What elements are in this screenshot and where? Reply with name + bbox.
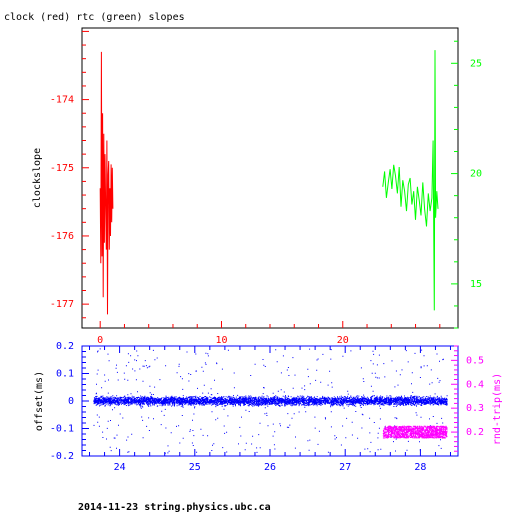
y-left-axis-label: offset(ms) (34, 371, 45, 431)
x-tick-label: 10 (215, 335, 227, 346)
x-tick-label: 24 (114, 462, 126, 473)
chart-title: clock (red) rtc (green) slopes (4, 12, 185, 23)
offset-panel: 24 25 26 27 28 -0.2 -0.1 0 0.1 0.2 offset(ms) 0.2 0.… (34, 341, 503, 473)
y-right-axis-label: rnd-trip(ms) (492, 373, 503, 445)
y-left-axis-label: clockslope (32, 148, 43, 208)
y-right-tick-label: 15 (470, 279, 482, 290)
y-left-tick-label: 0.1 (56, 369, 74, 380)
rnd-trip-points (382, 425, 448, 439)
y-right-tick-label: 0.4 (466, 379, 484, 390)
y-left-tick-label: -177 (50, 299, 74, 310)
x-tick-label: 28 (414, 462, 426, 473)
y-left-tick-label: -0.2 (50, 451, 74, 462)
y-left-tick-label: 0 (68, 396, 74, 407)
y-right-tick-label: 25 (470, 58, 482, 69)
y-left-tick-label: -176 (50, 231, 74, 242)
y-left-tick-label: -0.1 (50, 424, 74, 435)
x-tick-label: 27 (339, 462, 351, 473)
y-right-tick-label: 20 (470, 169, 482, 180)
y-right-tick-label: 0.2 (466, 427, 484, 438)
rtc-series-line (382, 50, 439, 311)
clock-series-line (99, 51, 114, 315)
slopes-panel: 0 10 20 -177 -176 -175 -174 clockslope 15 20 25 (32, 27, 482, 346)
offset-points (93, 348, 448, 454)
x-tick-label: 25 (189, 462, 201, 473)
plot-frame (81, 27, 459, 329)
x-tick-label: 0 (97, 335, 103, 346)
x-tick-label: 20 (337, 335, 349, 346)
y-left-tick-label: 0.2 (56, 341, 74, 352)
y-left-tick-label: -174 (50, 95, 74, 106)
y-right-tick-label: 0.5 (466, 355, 484, 366)
footer-label: 2014-11-23 string.physics.ubc.ca (78, 501, 271, 512)
y-right-tick-label: 0.3 (466, 403, 484, 414)
y-left-tick-label: -175 (50, 163, 74, 174)
x-tick-label: 26 (264, 462, 276, 473)
